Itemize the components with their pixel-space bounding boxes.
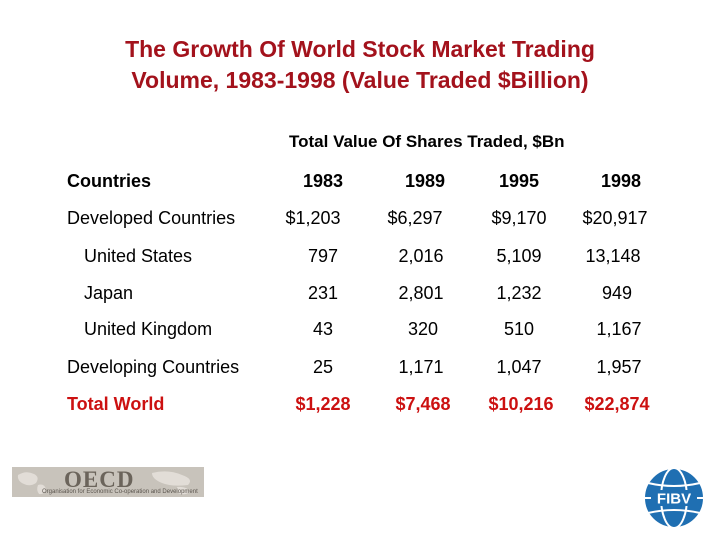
table-group-header: Total Value Of Shares Traded, $Bn — [289, 132, 565, 151]
table-cell: 1,232 — [496, 283, 542, 303]
table-cell: 320 — [407, 319, 439, 339]
table-cell: 43 — [312, 319, 334, 339]
table-cell: 2,801 — [398, 283, 444, 303]
row-label-developed: Developed Countries — [67, 208, 236, 228]
row-label-total-world: Total World — [67, 394, 165, 414]
table-cell: $6,297 — [387, 208, 443, 228]
year-header-1995: 1995 — [498, 171, 540, 191]
oecd-name: OECD — [64, 467, 135, 492]
table-cell: 1,171 — [398, 357, 444, 377]
slide-title: The Growth Of World Stock Market Trading… — [0, 34, 720, 96]
table-cell: $22,874 — [584, 394, 650, 414]
fibv-text: FIBV — [657, 491, 691, 508]
oecd-logo: OECD Organisation for Economic Co-operat… — [12, 467, 204, 497]
title-line-1: The Growth Of World Stock Market Trading — [125, 36, 595, 62]
year-header-1998: 1998 — [600, 171, 642, 191]
world-map-icon — [17, 471, 190, 495]
year-header-1983: 1983 — [302, 171, 344, 191]
countries-header: Countries — [67, 171, 152, 191]
table-cell: 231 — [307, 283, 339, 303]
table-cell: $1,203 — [285, 208, 341, 228]
table-cell: $7,468 — [395, 394, 451, 414]
table-cell: 25 — [312, 357, 334, 377]
table-cell: 797 — [307, 246, 339, 266]
title-line-2: Volume, 1983-1998 (Value Traded $Billion… — [131, 67, 589, 93]
table-cell: 2,016 — [398, 246, 444, 266]
table-cell: $1,228 — [295, 394, 351, 414]
row-label-japan: Japan — [84, 283, 134, 303]
table-cell: $9,170 — [491, 208, 547, 228]
oecd-subtitle: Organisation for Economic Co-operation a… — [42, 489, 198, 495]
table-cell: 13,148 — [585, 246, 641, 266]
table-cell: 949 — [601, 283, 633, 303]
row-label-developing: Developing Countries — [67, 357, 240, 377]
table-cell: 1,167 — [596, 319, 642, 339]
table-cell: $10,216 — [488, 394, 554, 414]
table-cell: 1,957 — [596, 357, 642, 377]
year-header-1989: 1989 — [404, 171, 446, 191]
table-cell: 510 — [503, 319, 535, 339]
row-label-united-kingdom: United Kingdom — [84, 319, 213, 339]
table-cell: 1,047 — [496, 357, 542, 377]
fibv-globe-logo: FIBV — [643, 467, 705, 529]
row-label-united-states: United States — [84, 246, 193, 266]
table-cell: $20,917 — [582, 208, 648, 228]
table-cell: 5,109 — [496, 246, 542, 266]
